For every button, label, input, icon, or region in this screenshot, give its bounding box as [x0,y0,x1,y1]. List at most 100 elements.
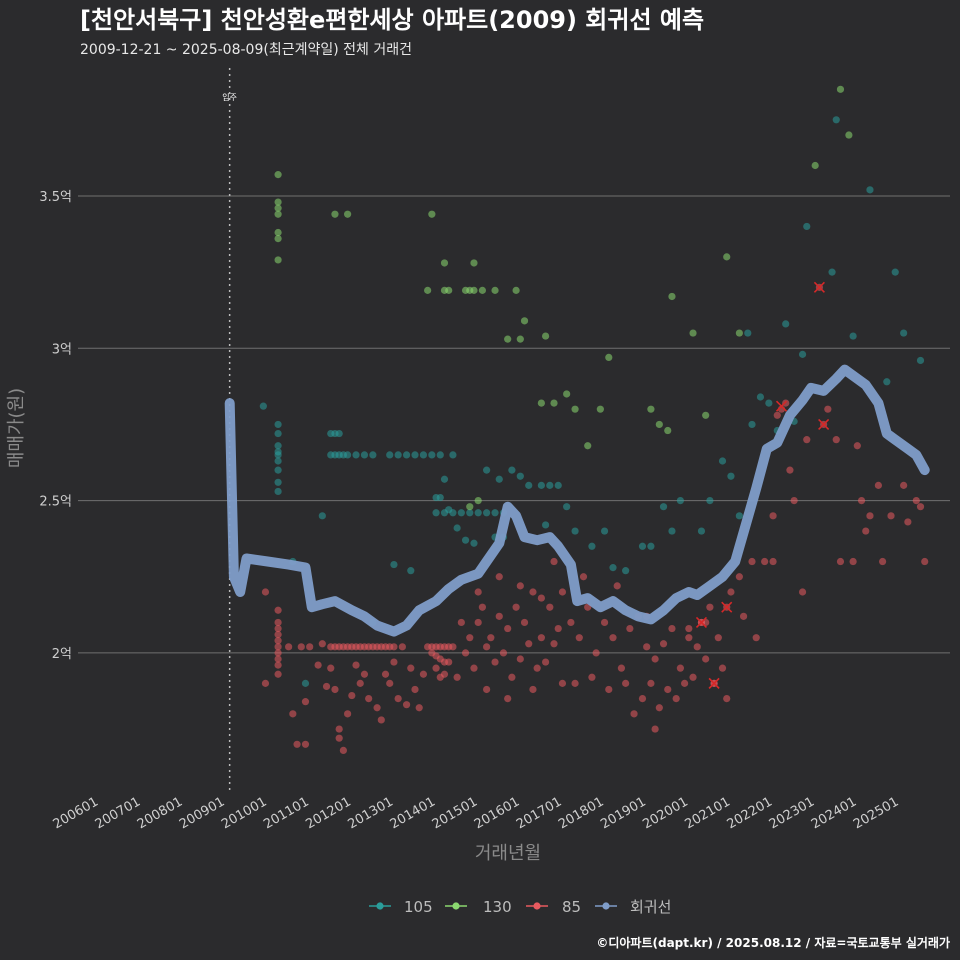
data-point-85 [525,640,533,648]
data-point-85 [339,746,347,754]
data-point-85 [285,643,293,651]
data-point-130 [470,286,478,294]
data-point-130 [470,259,478,267]
data-point-85 [866,512,874,520]
data-point-105 [803,222,811,231]
data-point-85 [449,643,457,651]
data-point-105 [563,503,571,511]
data-point-85 [415,704,423,712]
data-point-85 [643,643,651,651]
legend-dot-85 [533,902,541,910]
x-tick-label: 201901 [598,794,648,832]
x-tick-label: 202301 [767,794,817,832]
data-point-85 [301,740,310,748]
data-point-130 [478,286,487,294]
data-point-85 [314,661,322,669]
data-point-85 [335,725,343,733]
data-point-85 [377,716,385,724]
data-point-85 [491,658,499,666]
data-point-85 [445,658,453,666]
data-point-105 [491,509,499,517]
data-point-130 [331,210,339,218]
data-point-105 [457,509,465,517]
x-tick-label: 201001 [219,794,269,832]
data-point-105 [474,509,482,517]
data-point-85 [554,624,562,633]
data-point-85 [487,634,495,642]
data-point-85 [790,496,798,505]
data-point-85 [398,643,406,651]
data-point-105 [866,186,874,194]
data-point-105 [470,539,478,547]
y-tick-label: 3.5억 [39,190,72,205]
data-point-85 [407,664,415,672]
cross-marker [813,281,825,293]
data-point-85 [761,557,769,566]
data-point-130 [274,204,282,212]
data-point-85 [651,725,659,733]
data-point-85 [466,634,474,642]
data-point-105 [668,527,676,535]
data-point-85 [550,557,558,566]
data-point-85 [769,512,777,520]
data-point-130 [491,286,499,294]
data-point-130 [516,335,524,343]
data-point-105 [411,451,419,459]
data-point-85 [739,612,748,620]
data-point-130 [474,496,482,505]
data-point-130 [845,131,853,139]
data-point-130 [424,286,432,294]
data-point-105 [718,457,727,465]
data-point-130 [274,234,282,243]
x-tick-label: 200701 [93,794,143,832]
data-point-85 [411,685,419,694]
data-point-105 [849,332,857,340]
x-tick-label: 201801 [556,794,606,832]
data-point-85 [504,695,512,703]
data-point-85 [798,588,807,596]
data-point-85 [453,673,461,681]
data-point-85 [735,573,743,581]
data-point-85 [638,695,647,703]
data-point-105 [453,524,461,532]
data-point-105 [386,451,394,459]
data-point-85 [592,649,600,657]
data-point-130 [541,332,550,340]
data-point-105 [428,451,436,459]
legend-label-85: 85 [562,898,581,916]
data-point-85 [386,679,394,687]
data-point-130 [563,390,571,398]
data-point-130 [512,286,520,294]
data-point-85 [748,557,756,566]
data-point-130 [811,161,819,170]
data-point-85 [647,679,655,687]
data-point-85 [274,637,282,645]
data-point-130 [537,399,545,407]
data-point-85 [600,618,609,627]
data-point-85 [752,634,760,642]
source-caption: ©디아파트(dapt.kr) / 2025.08.12 / 자료=국토교통부 실… [596,935,950,950]
data-point-105 [274,466,282,474]
cross-markers [695,281,830,689]
data-point-105 [402,451,411,459]
legend-dot-105 [376,902,384,910]
data-point-105 [828,268,836,276]
data-point-105 [274,420,282,429]
data-point-105 [301,679,310,687]
data-point-105 [483,509,491,517]
data-point-130 [689,329,697,337]
data-point-85 [718,664,727,672]
data-point-85 [352,661,360,669]
data-point-85 [541,658,550,666]
data-point-130 [445,286,453,294]
data-point-85 [693,643,701,651]
data-point-85 [529,588,537,596]
data-point-85 [274,624,282,633]
x-tick-label: 201401 [388,794,438,832]
scatter-points [259,85,929,754]
data-point-105 [274,429,282,438]
data-point-85 [274,643,282,651]
data-point-105 [744,329,752,337]
data-point-105 [369,451,377,459]
